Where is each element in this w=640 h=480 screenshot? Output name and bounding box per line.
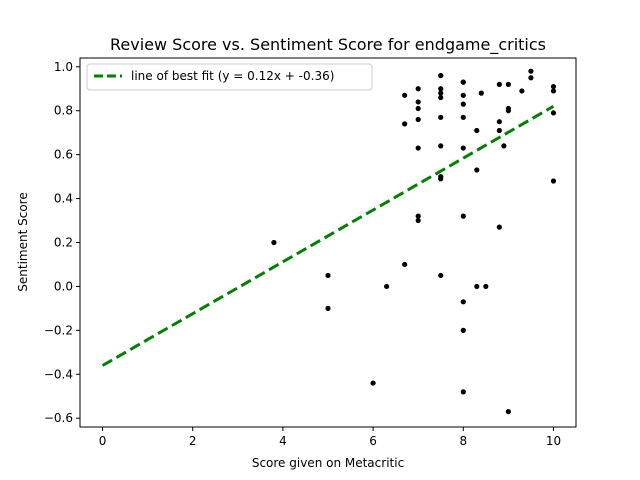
data-point xyxy=(505,81,511,87)
data-point xyxy=(402,92,408,98)
legend-box xyxy=(86,63,373,91)
data-point xyxy=(402,121,408,127)
data-point xyxy=(438,114,444,120)
data-point xyxy=(528,68,534,74)
data-point xyxy=(370,380,376,386)
data-point xyxy=(415,99,421,105)
legend: line of best fit (y = 0.12x + -0.36) xyxy=(86,63,373,91)
data-point xyxy=(550,110,557,116)
data-point xyxy=(325,272,331,279)
data-point xyxy=(478,90,484,96)
y-axis-label: Sentiment Score xyxy=(16,192,30,291)
data-point xyxy=(438,272,444,279)
data-point xyxy=(415,145,421,151)
plot-area xyxy=(101,68,557,415)
legend-entry-best-fit: line of best fit (y = 0.12x + -0.36) xyxy=(131,69,334,83)
y-axis: −0.6 −0.4 −0.2 0.0 0.2 0.4 0.6 0.8 1.0 xyxy=(44,60,80,425)
y-tick-label: 0.4 xyxy=(54,192,73,206)
data-point xyxy=(550,83,557,90)
x-tick-label: 8 xyxy=(459,434,467,448)
data-point xyxy=(415,116,421,123)
data-point xyxy=(460,101,466,107)
data-point xyxy=(438,143,444,149)
x-axis-label: Score given on Metacritic xyxy=(252,456,404,470)
data-point xyxy=(474,283,480,290)
y-tick-label: 0.6 xyxy=(54,148,73,162)
data-point xyxy=(415,213,421,219)
data-point xyxy=(438,90,444,96)
x-tick-label: 2 xyxy=(189,434,197,448)
data-point xyxy=(474,167,480,173)
data-point xyxy=(402,261,408,268)
data-point xyxy=(415,86,421,92)
y-tick-label: 0.8 xyxy=(54,104,73,118)
x-axis: 0 2 4 6 8 10 xyxy=(99,427,561,448)
data-point xyxy=(505,108,511,114)
data-point xyxy=(460,145,466,151)
x-tick-label: 4 xyxy=(279,434,287,448)
data-point xyxy=(501,143,507,149)
x-tick-label: 6 xyxy=(369,434,377,448)
chart-title: Review Score vs. Sentiment Score for end… xyxy=(110,35,546,55)
data-point xyxy=(438,176,444,182)
y-tick-label: 1.0 xyxy=(54,60,73,74)
data-point xyxy=(496,224,502,230)
data-point xyxy=(496,81,502,87)
data-point xyxy=(483,283,489,290)
data-point xyxy=(496,119,502,125)
x-tick-label: 0 xyxy=(99,434,107,448)
data-point xyxy=(519,88,525,94)
y-tick-label: −0.2 xyxy=(44,323,73,337)
data-point xyxy=(384,283,390,290)
data-point xyxy=(460,79,466,85)
data-point xyxy=(528,75,534,81)
y-tick-label: −0.6 xyxy=(44,411,73,425)
y-tick-label: 0.2 xyxy=(54,236,73,250)
y-tick-label: 0.0 xyxy=(54,279,73,293)
data-point xyxy=(460,389,466,395)
x-tick-label: 10 xyxy=(546,434,561,448)
best-fit-line xyxy=(101,105,555,367)
data-point xyxy=(460,114,466,120)
data-point xyxy=(505,409,511,415)
data-point xyxy=(460,327,466,333)
y-tick-label: −0.4 xyxy=(44,367,73,381)
data-point xyxy=(550,88,557,94)
data-point xyxy=(271,239,277,246)
data-point xyxy=(438,94,444,101)
data-point xyxy=(460,299,466,305)
data-point xyxy=(438,86,444,92)
data-point xyxy=(550,178,557,184)
data-point xyxy=(325,305,331,311)
data-point xyxy=(496,127,502,134)
data-point xyxy=(415,217,421,224)
data-point xyxy=(474,127,480,134)
data-point xyxy=(460,92,466,98)
data-point xyxy=(415,105,421,112)
data-point xyxy=(460,213,466,219)
data-point xyxy=(438,72,444,79)
